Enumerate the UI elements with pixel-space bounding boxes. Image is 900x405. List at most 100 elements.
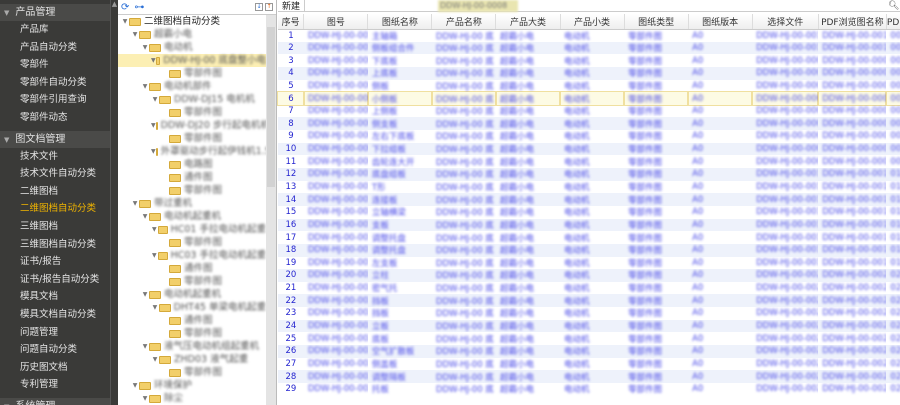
tree-node[interactable]: 零部件图 [118,275,266,288]
column-header[interactable]: 图纸版本 [688,14,753,30]
expand-arrow-icon[interactable]: ▼ [152,96,158,103]
expand-arrow-icon[interactable]: ▼ [142,213,148,220]
tree-node[interactable]: ▼ 电动机起重机 [118,288,266,301]
tree-node[interactable]: ▼ DDW-DJ15 电机机 [118,93,266,106]
tree-node[interactable]: 通件图 [118,314,266,327]
sidebar-item[interactable]: 证书/报告 [20,256,62,268]
sidebar-scrollbar[interactable]: ▲ [110,0,118,405]
sidebar-item[interactable]: 模具文档自动分类 [20,308,97,320]
tree-node[interactable]: 通件图 [118,171,266,184]
tree-node[interactable]: ▼ 环境保护 [118,379,266,392]
sidebar-item[interactable]: 零部件 [20,59,49,71]
column-header[interactable]: 序号 [278,14,305,30]
move-up-icon[interactable]: ↑ [265,3,273,11]
tree-node[interactable]: 零部件图 [118,106,266,119]
column-header[interactable]: 图纸类型 [624,14,689,30]
tree-node[interactable]: 零部件图 [118,327,266,340]
sidebar-item[interactable]: 证书/报告自动分类 [20,273,100,285]
sidebar-item[interactable]: 历史图文档 [20,361,68,373]
expand-arrow-icon[interactable]: ▼ [151,57,156,64]
scroll-up-icon[interactable]: ▲ [111,0,118,8]
sidebar-item[interactable]: 模具文档 [20,291,59,303]
tree-node[interactable]: 零部件图 [118,366,266,379]
tree-node[interactable]: ▼ 外罩驱动步行起伊钱机1.5 [118,145,266,158]
expand-arrow-icon[interactable]: ▼ [132,382,138,389]
expand-arrow-icon[interactable]: ▼ [122,18,128,25]
tree-node[interactable]: ▼ 电动机起重机 [118,210,266,223]
sidebar-item[interactable]: 三维图档 [20,220,59,232]
tree-node[interactable]: 通件图 [118,262,266,275]
tree-node[interactable]: 零部件图 [118,132,266,145]
move-down-icon[interactable]: ↓ [255,3,263,11]
tree-node[interactable]: ▼ 二维图档自动分类 [118,15,266,28]
tree-node[interactable]: ▼ DDW-DJ20 步行起电机机 [118,119,266,132]
tree-node[interactable]: ▼ 超霸小电 [118,28,266,41]
expand-arrow-icon[interactable]: ▼ [151,226,157,233]
new-button[interactable]: 新建 [282,2,301,12]
tree-node[interactable]: ▼ DHT45 单梁电机起重 [118,301,266,314]
tree-node[interactable]: ▼ DDW-HJ-00 底盘整小电 [118,54,266,67]
tree-node[interactable]: 电路图 [118,158,266,171]
expand-arrow-icon[interactable]: ▼ [152,304,158,311]
sidebar-item[interactable]: 问题自动分类 [20,344,78,356]
tree-node[interactable]: ▼ ZHD03 液气起重 [118,353,266,366]
sidebar-item[interactable]: 产品自动分类 [20,41,78,53]
column-header[interactable]: PDF浏览 [886,14,900,30]
search-input[interactable] [304,0,888,11]
tree-node[interactable]: 零部件图 [118,184,266,197]
sidebar-group-header[interactable]: ▼ 系统管理 [0,397,110,405]
sidebar-item[interactable]: 产品库 [20,24,49,35]
sidebar-item[interactable]: 技术文件 [20,150,59,162]
sidebar-item[interactable]: 三维图档自动分类 [20,238,97,250]
tree-node[interactable]: ▼ 除尘 [118,392,266,405]
tree-node[interactable]: ▼ 液气压电动机组起重机 [118,340,266,353]
expand-arrow-icon[interactable]: ▼ [142,83,148,90]
sidebar-item[interactable]: 问题管理 [20,326,59,338]
column-header[interactable]: 产品小类 [560,14,625,30]
column-header[interactable]: 选择文件 [752,14,819,30]
expand-arrow-icon[interactable]: ▼ [132,31,138,38]
expand-arrow-icon[interactable]: ▼ [151,122,156,129]
column-header[interactable]: 产品名称 [431,14,497,30]
sidebar-item[interactable]: 零部件自动分类 [20,76,87,88]
sidebar-item[interactable]: 二维图档自动分类 [20,203,97,215]
tree-node[interactable]: ▼ 带过重机 [118,197,266,210]
expand-arrow-icon[interactable]: ▼ [142,291,148,298]
column-header[interactable]: 产品大类 [495,14,561,30]
sidebar-item[interactable]: 零部件动态 [20,111,68,123]
expand-arrow-icon[interactable]: ▼ [151,148,156,155]
sidebar-item[interactable]: 专利管理 [20,379,59,391]
tree-structure-icon[interactable]: ⊶ [134,1,145,13]
sidebar-item[interactable]: 零部件引用查询 [20,94,87,106]
column-header[interactable]: PDF浏览图名称 [818,14,887,30]
expand-arrow-icon[interactable]: ▼ [151,252,157,259]
sidebar-item[interactable]: 技术文件自动分类 [20,168,97,180]
sidebar-group-header[interactable]: ▼ 图文档管理 [0,130,110,148]
column-header[interactable]: 图纸名称 [367,14,433,30]
